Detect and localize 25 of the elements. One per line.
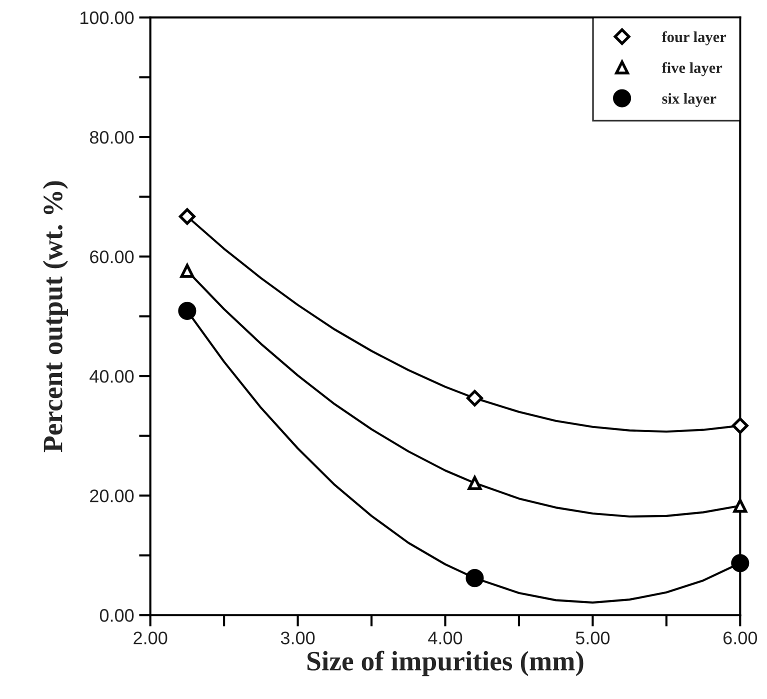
y-tick-label: 20.00 — [90, 490, 134, 502]
x-tick-label: 5.00 — [576, 632, 610, 644]
point — [466, 569, 484, 588]
point — [468, 476, 482, 490]
point — [178, 302, 196, 320]
point — [466, 390, 483, 406]
y-tick-label: 100.00 — [80, 11, 134, 24]
legend-label: four layer — [662, 31, 726, 46]
y-tick-label: 40.00 — [90, 370, 134, 383]
x-tick-label: 3.00 — [280, 632, 315, 644]
x-tick-label: 4.00 — [428, 632, 462, 644]
y-tick-label: 0.00 — [100, 609, 134, 622]
point — [731, 554, 750, 572]
point — [732, 417, 748, 434]
point — [180, 264, 194, 278]
point — [733, 498, 748, 513]
legend-label: six layer — [662, 93, 716, 107]
x-tick-label: 6.00 — [724, 632, 758, 644]
x-tick-label: 2.00 — [134, 632, 168, 644]
y-tick-label: 60.00 — [90, 250, 134, 264]
x-axis-title: Size of impurities (mm) — [307, 650, 584, 676]
y-axis-title: Percent output (wt. %) — [42, 181, 68, 452]
y-tick-label: 80.00 — [90, 130, 134, 144]
point — [178, 208, 196, 225]
legend-label: five layer — [662, 62, 722, 76]
